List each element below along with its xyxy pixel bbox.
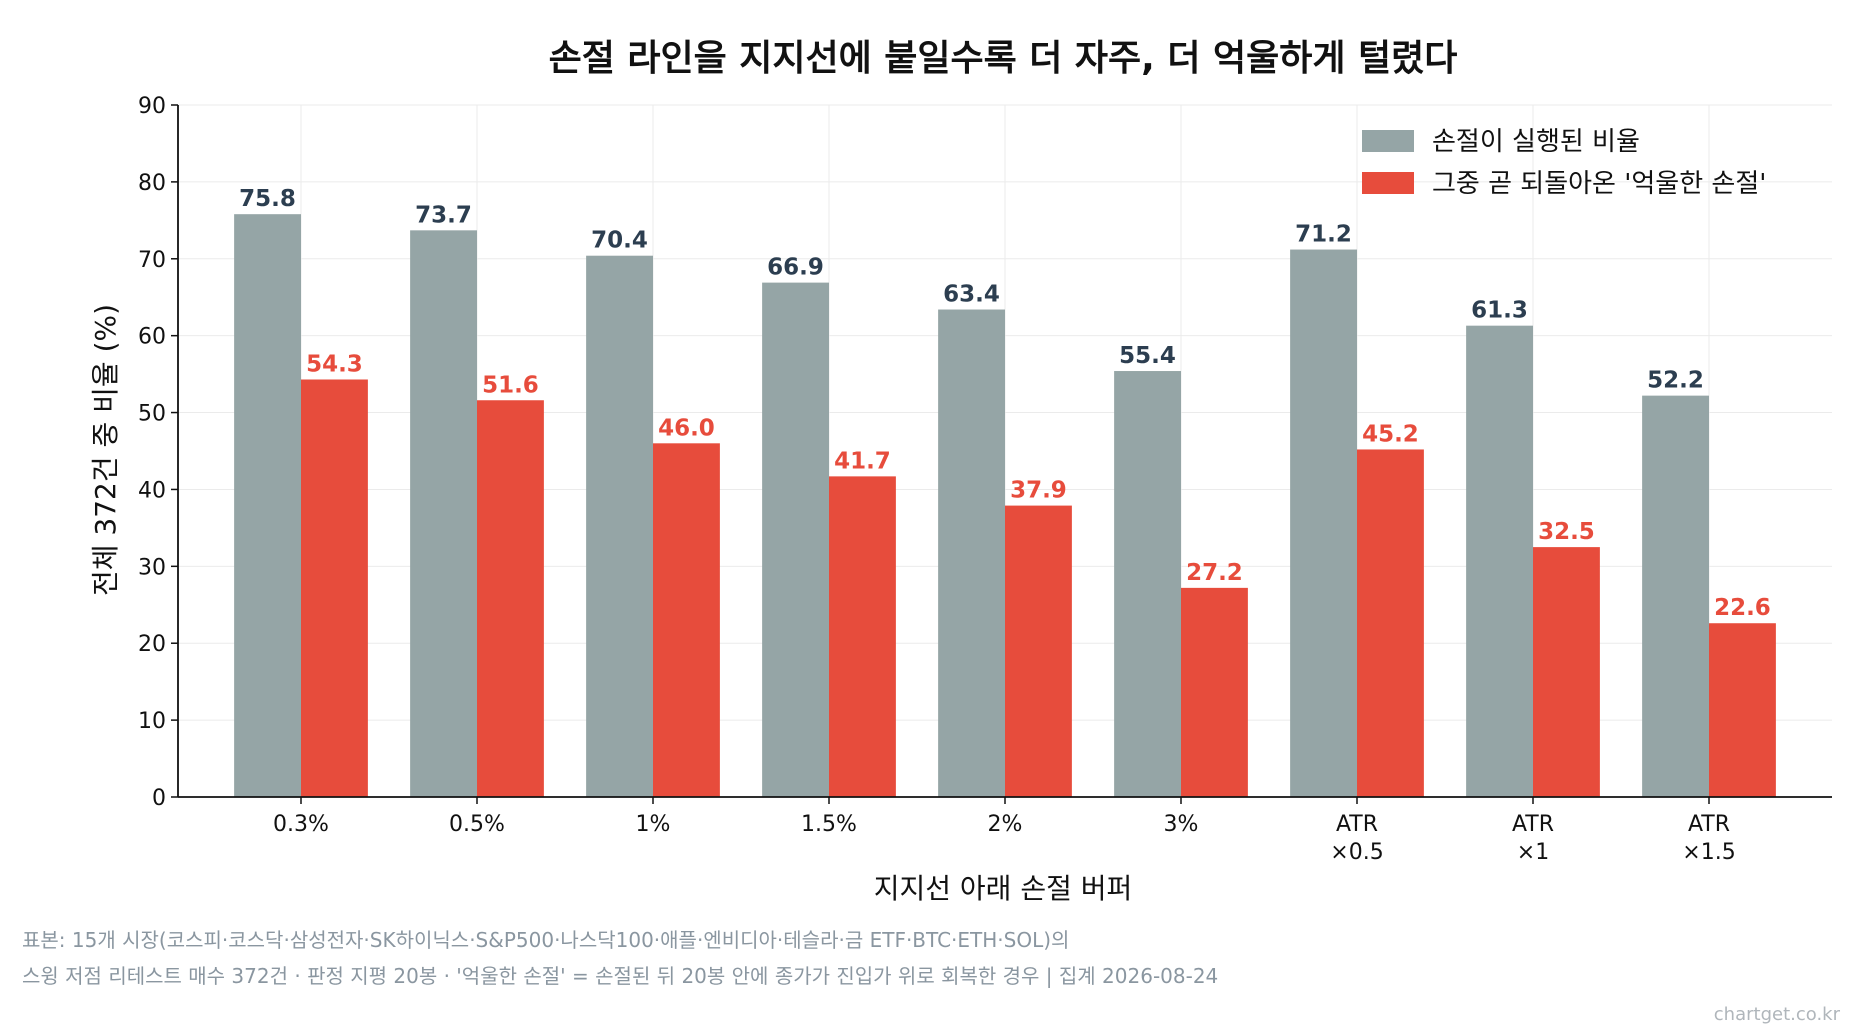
y-axis-label: 전체 372건 중 비율 (%): [89, 304, 122, 596]
value-labels: 75.8 54.3 73.7 51.6 70.4 46.0 66.9 41.7 63.4 37.9…: [239, 186, 1771, 621]
bar-stop-triggered: [410, 230, 477, 798]
bar-unfair-stop: [1005, 505, 1072, 797]
bar-stop-triggered: [938, 309, 1005, 797]
bar-stop-triggered: [1114, 371, 1181, 797]
x-tick-label: 2%: [988, 812, 1023, 837]
data-label: 71.2: [1295, 222, 1352, 248]
data-label: 37.9: [1010, 478, 1067, 504]
bar-unfair-stop: [477, 400, 544, 797]
bar-unfair-stop: [1709, 623, 1776, 797]
x-tick-label: 0.3%: [273, 812, 329, 837]
x-tick-label: 1.5%: [801, 812, 857, 837]
bar-unfair-stop: [1181, 587, 1248, 797]
bar-stop-triggered: [1642, 395, 1709, 797]
x-tick-label: ×1.5: [1682, 840, 1735, 865]
x-axis-label: 지지선 아래 손절 버퍼: [874, 872, 1133, 905]
bar-stop-triggered: [1466, 325, 1533, 797]
footnote-line-2: 스윙 저점 리테스트 매수 372건 · 판정 지평 20봉 · '억울한 손절…: [22, 964, 1218, 988]
x-tick-label: ATR: [1336, 812, 1378, 837]
bar-stop-triggered: [234, 214, 301, 797]
bar-unfair-stop: [829, 476, 896, 797]
bar-stop-triggered: [586, 255, 653, 798]
x-tick-label: ATR: [1512, 812, 1554, 837]
data-label: 55.4: [1119, 343, 1176, 369]
chart-title: 손절 라인을 지지선에 붙일수록 더 자주, 더 억울하게 털렸다: [549, 38, 1458, 79]
data-label: 46.0: [658, 415, 715, 441]
legend-swatch: [1362, 130, 1414, 152]
x-tick-label: ×1: [1517, 840, 1549, 865]
bars: [234, 214, 1776, 798]
data-label: 52.2: [1647, 368, 1704, 394]
bar-unfair-stop: [301, 379, 368, 797]
y-tick-label: 60: [138, 325, 166, 350]
axes: 0 10 20 30 40 50 60 70 80 90 0.3% 0.5% 1% 1.5% 2% 3% ATR…: [138, 94, 1832, 865]
data-label: 73.7: [415, 202, 472, 228]
bar-unfair-stop: [653, 443, 720, 797]
bar-stop-triggered: [1290, 249, 1357, 797]
legend-label: 그중 곧 되돌아온 '억울한 손절': [1432, 169, 1766, 199]
x-tick-label: ×0.5: [1330, 840, 1383, 865]
data-label: 63.4: [943, 282, 1000, 308]
x-tick-label: 3%: [1164, 812, 1199, 837]
data-label: 32.5: [1538, 519, 1595, 545]
data-label: 54.3: [306, 351, 363, 377]
bar-unfair-stop: [1357, 449, 1424, 797]
data-label: 75.8: [239, 186, 296, 212]
y-tick-label: 40: [138, 478, 166, 503]
x-tick-label: 1%: [636, 812, 671, 837]
y-tick-label: 50: [138, 402, 166, 427]
data-label: 27.2: [1186, 560, 1243, 586]
bar-unfair-stop: [1533, 547, 1600, 797]
y-tick-label: 70: [138, 248, 166, 273]
data-label: 41.7: [834, 448, 891, 474]
data-label: 22.6: [1714, 595, 1771, 621]
source-credit: chartget.co.kr: [1714, 1004, 1841, 1025]
data-label: 70.4: [591, 228, 648, 254]
data-label: 61.3: [1471, 298, 1528, 324]
x-tick-label: 0.5%: [449, 812, 505, 837]
data-label: 66.9: [767, 255, 824, 281]
x-tick-label: ATR: [1688, 812, 1730, 837]
y-tick-label: 20: [138, 632, 166, 657]
y-tick-label: 0: [152, 786, 166, 811]
legend-label: 손절이 실행된 비율: [1432, 127, 1640, 157]
y-tick-label: 10: [138, 709, 166, 734]
y-tick-label: 80: [138, 171, 166, 196]
y-tick-label: 30: [138, 555, 166, 580]
footnote-line-1: 표본: 15개 시장(코스피·코스닥·삼성전자·SK하이닉스·S&P500·나스…: [22, 928, 1069, 952]
data-label: 51.6: [482, 372, 539, 398]
y-tick-label: 90: [138, 94, 166, 119]
legend-swatch: [1362, 172, 1414, 194]
data-label: 45.2: [1362, 421, 1419, 447]
bar-stop-triggered: [762, 282, 829, 797]
